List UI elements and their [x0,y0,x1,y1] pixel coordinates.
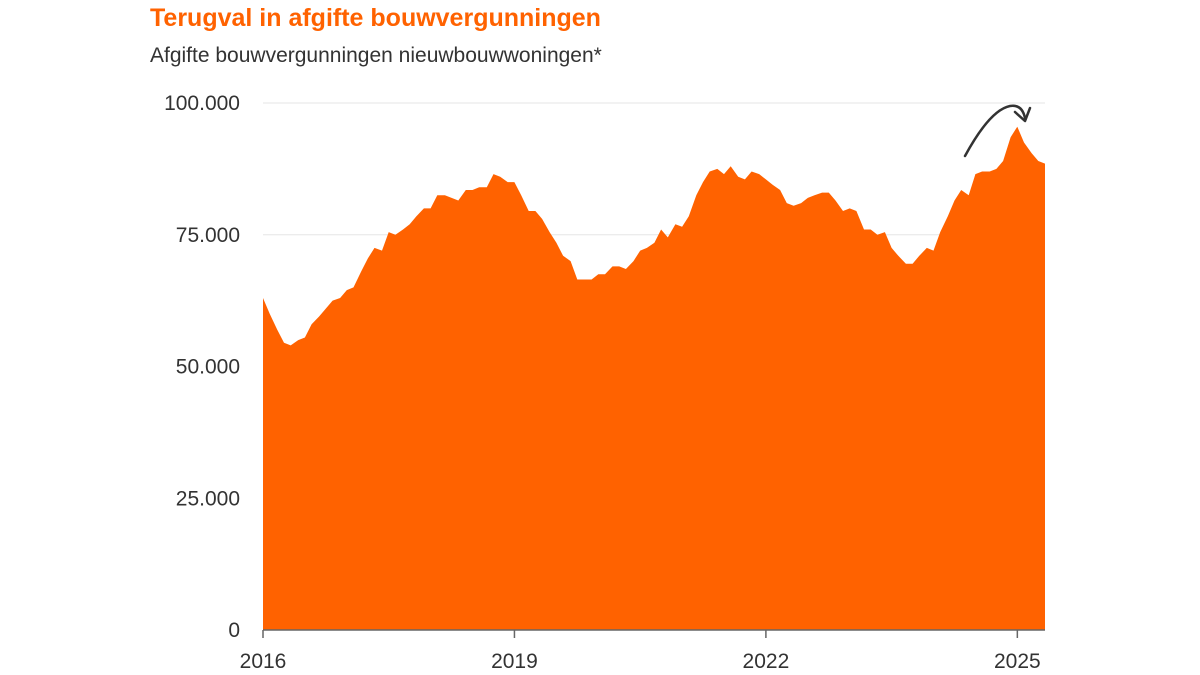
y-tick-label: 25.000 [176,487,240,510]
x-tick-label: 2025 [994,650,1041,673]
x-tick-label: 2019 [491,650,538,673]
arrow-head [1013,106,1032,123]
y-tick-label: 50.000 [176,356,240,379]
arrow-curve [963,104,1027,158]
area-fill [263,126,1045,630]
x-tick-label: 2016 [240,650,287,673]
curved-arrow-down-icon [963,104,1032,158]
y-tick-label: 100.000 [164,92,240,115]
area-series [263,126,1045,630]
chart-subtitle: Afgifte bouwvergunningen nieuwbouwwoning… [150,44,602,67]
y-tick-label: 75.000 [176,224,240,247]
x-tick-label: 2022 [743,650,790,673]
annotation [963,104,1032,158]
chart-title: Terugval in afgifte bouwvergunningen [150,4,601,32]
axes: 0 25.000 50.000 75.000 100.000 2016 2019 2022 20… [164,92,1045,673]
y-tick-label: 0 [228,619,240,642]
